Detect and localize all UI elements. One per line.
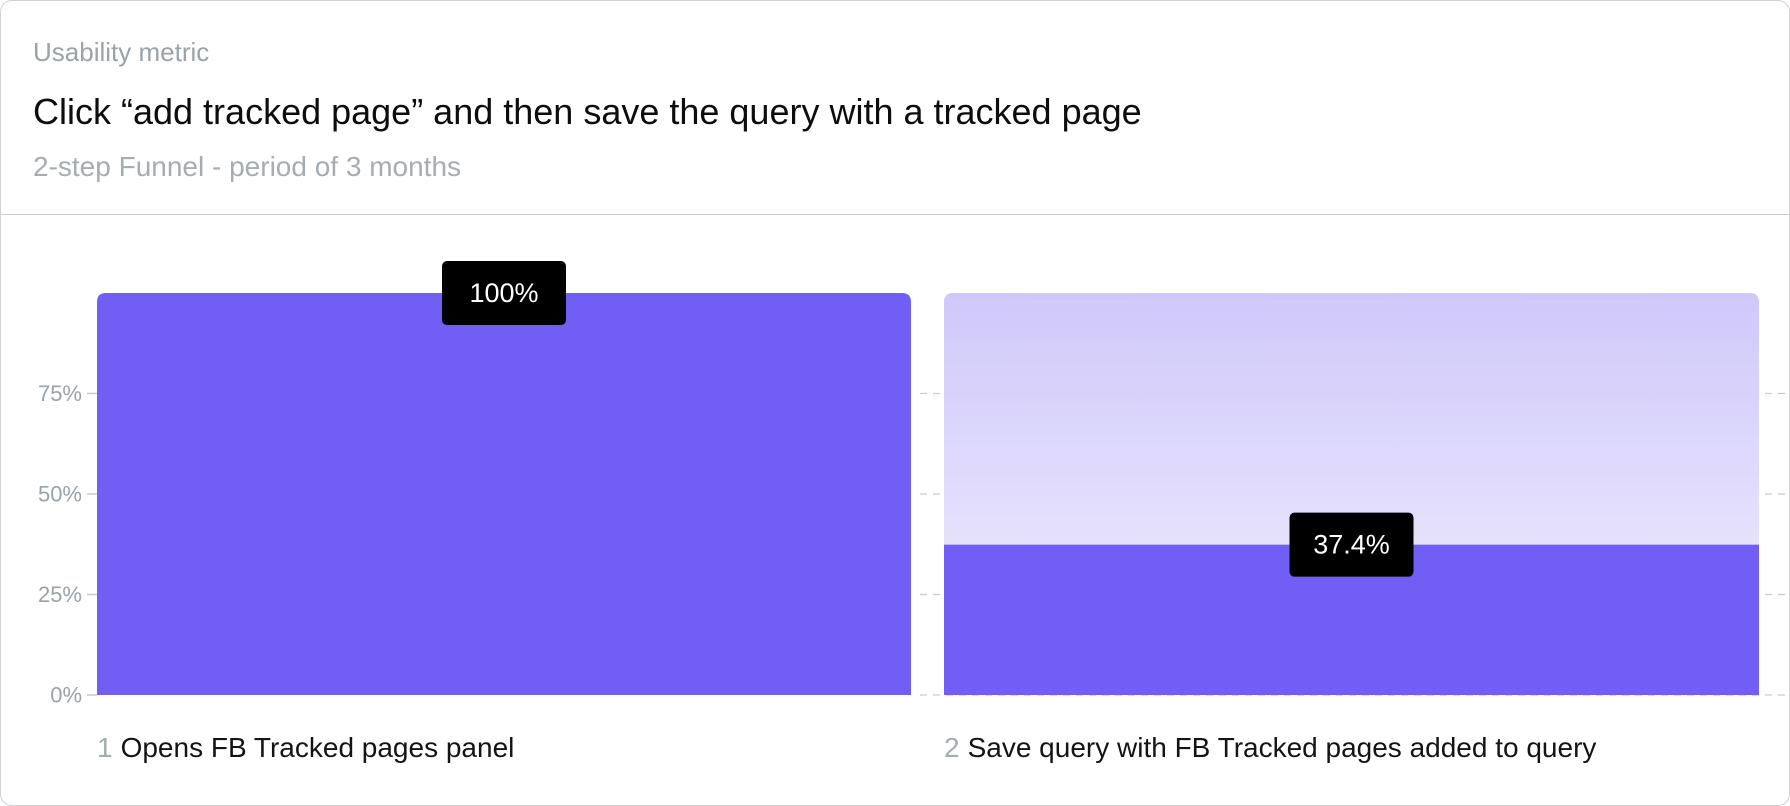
category-label: 2 Save query with FB Tracked pages added … bbox=[944, 732, 1596, 763]
y-axis: 0% 25% 50% 75% bbox=[38, 381, 97, 708]
category-label: 1 Opens FB Tracked pages panel bbox=[97, 732, 514, 763]
value-label: 100% bbox=[469, 278, 538, 308]
bars bbox=[97, 293, 1759, 695]
funnel-description: 2-step Funnel - period of 3 months bbox=[33, 151, 462, 182]
value-badge bbox=[442, 261, 566, 325]
y-tick-label: 50% bbox=[38, 482, 82, 507]
x-axis-labels: 1 Opens FB Tracked pages panel 2 Save query… bbox=[97, 732, 1596, 763]
value-label: 37.4% bbox=[1313, 530, 1390, 560]
value-labels: 100% 37.4% bbox=[442, 261, 1414, 577]
step-number: 1 bbox=[97, 732, 113, 763]
y-tick-label: 75% bbox=[38, 381, 82, 406]
funnel-bar[interactable] bbox=[97, 293, 911, 695]
funnel-chart: 0% 25% 50% 75% 1 Opens FB Tracked pages pane… bbox=[38, 261, 1789, 763]
step-number: 2 bbox=[944, 732, 960, 763]
metric-title: Click “add tracked page” and then save t… bbox=[33, 91, 1142, 132]
step-name: Opens FB Tracked pages panel bbox=[121, 732, 515, 763]
y-tick-label: 25% bbox=[38, 582, 82, 607]
y-tick-label: 0% bbox=[50, 683, 82, 708]
value-badge bbox=[1289, 512, 1414, 577]
card-header: Usability metric Click “add tracked page… bbox=[1, 1, 1789, 215]
metric-category: Usability metric bbox=[33, 37, 210, 67]
step-name: Save query with FB Tracked pages added t… bbox=[968, 732, 1597, 763]
